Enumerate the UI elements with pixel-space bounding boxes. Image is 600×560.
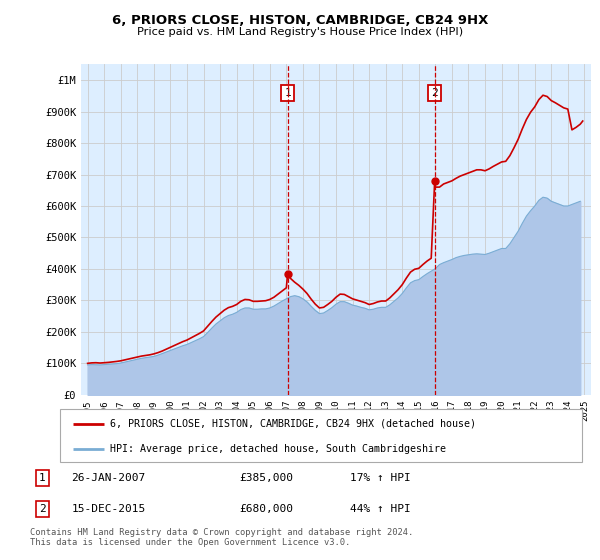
Text: 1: 1 — [39, 473, 46, 483]
Text: 2: 2 — [39, 504, 46, 514]
FancyBboxPatch shape — [60, 409, 582, 462]
Text: 6, PRIORS CLOSE, HISTON, CAMBRIDGE, CB24 9HX (detached house): 6, PRIORS CLOSE, HISTON, CAMBRIDGE, CB24… — [110, 419, 476, 429]
Text: 15-DEC-2015: 15-DEC-2015 — [71, 504, 146, 514]
Text: 17% ↑ HPI: 17% ↑ HPI — [350, 473, 411, 483]
Text: 6, PRIORS CLOSE, HISTON, CAMBRIDGE, CB24 9HX: 6, PRIORS CLOSE, HISTON, CAMBRIDGE, CB24… — [112, 14, 488, 27]
Text: HPI: Average price, detached house, South Cambridgeshire: HPI: Average price, detached house, Sout… — [110, 444, 446, 454]
Text: 26-JAN-2007: 26-JAN-2007 — [71, 473, 146, 483]
Text: £680,000: £680,000 — [240, 504, 294, 514]
Text: 2: 2 — [431, 88, 438, 97]
Text: 1: 1 — [284, 88, 291, 97]
Text: £385,000: £385,000 — [240, 473, 294, 483]
Text: Price paid vs. HM Land Registry's House Price Index (HPI): Price paid vs. HM Land Registry's House … — [137, 27, 463, 37]
Text: 44% ↑ HPI: 44% ↑ HPI — [350, 504, 411, 514]
Text: Contains HM Land Registry data © Crown copyright and database right 2024.
This d: Contains HM Land Registry data © Crown c… — [30, 528, 413, 547]
